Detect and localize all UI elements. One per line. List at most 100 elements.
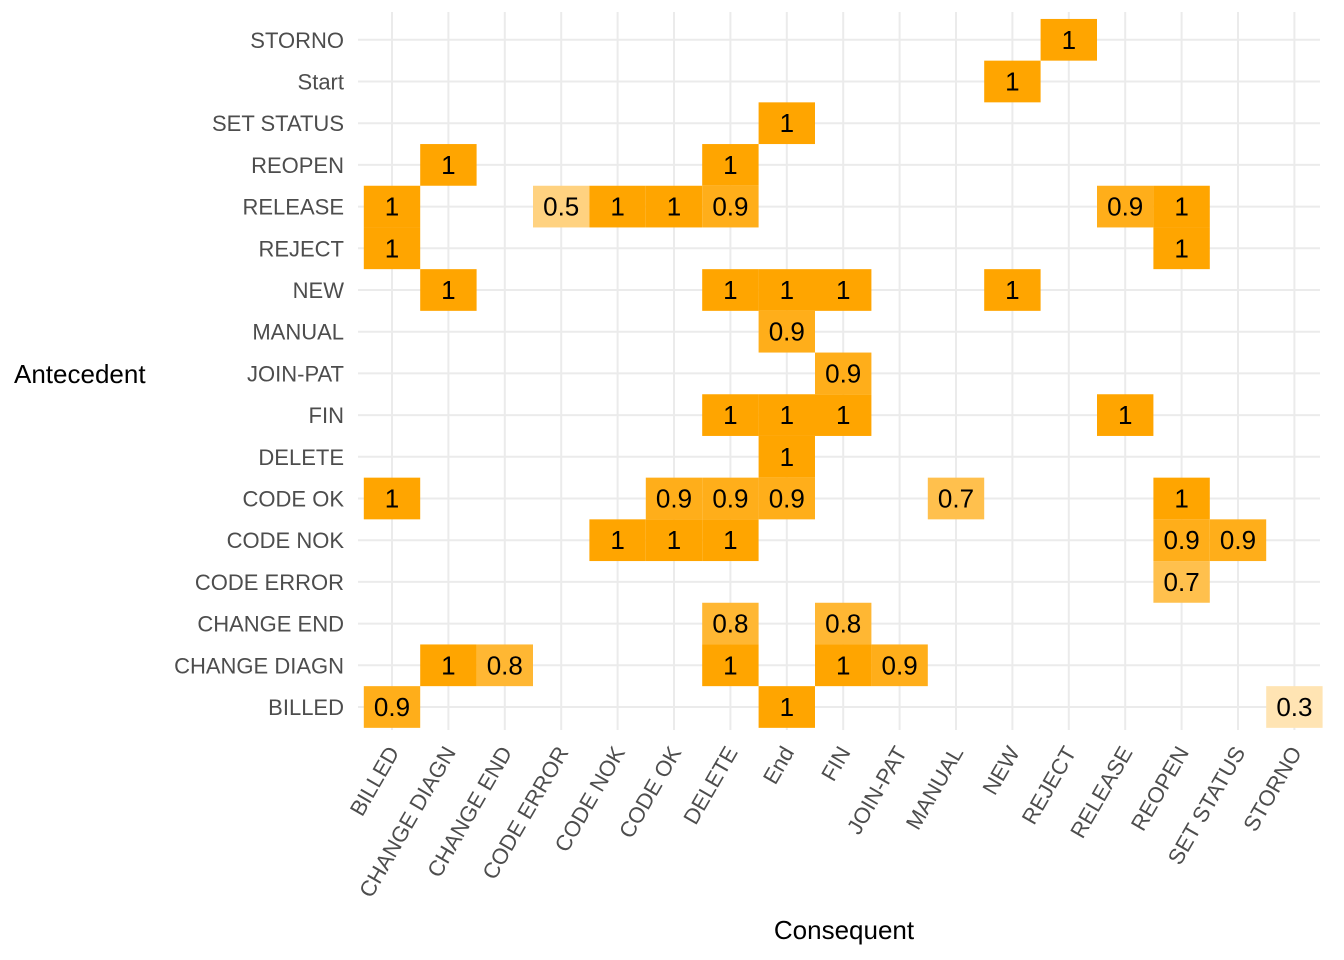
heatmap-cell — [589, 185, 646, 228]
heatmap-cell — [815, 644, 872, 687]
heatmap-cell — [533, 185, 590, 228]
heatmap-cell — [589, 519, 646, 562]
cell-value-label: 0.8 — [825, 609, 861, 639]
cell-value-label: 1 — [385, 192, 399, 222]
cell-value-label: 1 — [780, 692, 794, 722]
y-tick-label: CODE OK — [243, 487, 345, 512]
heatmap-cell — [1153, 185, 1210, 228]
cell-value-label: 1 — [780, 108, 794, 138]
heatmap-cell — [758, 477, 815, 520]
y-tick-label: FIN — [309, 403, 344, 428]
cell-value-label: 1 — [1174, 192, 1188, 222]
heatmap-cell — [1266, 686, 1323, 728]
heatmap-cell — [702, 477, 759, 520]
heatmap-cell — [645, 519, 703, 562]
heatmap-cell — [758, 686, 815, 728]
heatmap-cell — [984, 60, 1041, 103]
heatmap-cell — [363, 227, 421, 270]
x-tick-label: BILLED — [345, 742, 405, 820]
heatmap-cell — [702, 644, 759, 687]
cell-value-label: 0.9 — [656, 484, 692, 514]
heatmap-cell — [1097, 394, 1154, 436]
x-tick-label: NEW — [977, 742, 1024, 799]
heatmap-cell — [420, 644, 477, 687]
y-tick-label: REJECT — [258, 236, 344, 261]
heatmap-cell — [645, 477, 703, 520]
heatmap-cell — [702, 519, 759, 562]
heatmap-cell — [1153, 227, 1210, 270]
heatmap-cell — [702, 269, 759, 311]
cell-value-label: 1 — [385, 484, 399, 514]
heatmap-cell — [702, 602, 759, 645]
y-tick-label: NEW — [293, 278, 345, 303]
heatmap-cell — [758, 102, 815, 145]
cell-value-label: 1 — [723, 525, 737, 555]
heatmap-cell — [815, 602, 872, 645]
cell-value-label: 1 — [780, 442, 794, 472]
cell-value-label: 1 — [1005, 275, 1019, 305]
cell-value-label: 1 — [723, 400, 737, 430]
cell-value-label: 0.9 — [882, 650, 918, 680]
heatmap-cell — [1209, 519, 1267, 562]
cell-value-label: 0.7 — [938, 484, 974, 514]
heatmap-cell — [702, 185, 759, 228]
heatmap-cell — [363, 185, 421, 228]
x-axis-title: Consequent — [774, 915, 915, 945]
cell-value-label: 1 — [723, 150, 737, 180]
heatmap-cell — [758, 269, 815, 311]
heatmap-cell — [871, 644, 928, 687]
heatmap-cell — [476, 644, 533, 687]
heatmap-cell — [363, 686, 421, 728]
heatmap-cell — [1040, 18, 1097, 61]
cell-value-label: 0.8 — [487, 650, 523, 680]
y-tick-label: REOPEN — [251, 153, 344, 178]
cell-value-label: 1 — [780, 400, 794, 430]
y-tick-label: RELEASE — [243, 195, 345, 220]
cell-value-label: 1 — [667, 192, 681, 222]
cell-value-label: 0.5 — [543, 192, 579, 222]
heatmap-cell — [420, 269, 477, 311]
x-tick-label: End — [758, 742, 799, 788]
heatmap-cell — [420, 144, 477, 186]
heatmap-cell — [1153, 519, 1210, 562]
cell-layer: 1 1 1 1 1 1 0.5 1 1 0.9 0.9 1 1 1 1 1 1 1 1 0.9 0.9 1 1 1 1 1 1 0.9… — [363, 18, 1323, 728]
cell-value-label: 1 — [723, 650, 737, 680]
cell-value-label: 1 — [610, 525, 624, 555]
heatmap-cell — [645, 185, 703, 228]
cell-value-label: 1 — [723, 275, 737, 305]
cell-value-label: 1 — [385, 233, 399, 263]
y-tick-label: CHANGE END — [197, 612, 344, 637]
heatmap-cell — [815, 269, 872, 311]
cell-value-label: 0.3 — [1276, 692, 1312, 722]
heatmap-cell — [1153, 477, 1210, 520]
heatmap-cell — [758, 310, 815, 353]
y-tick-label: BILLED — [268, 695, 344, 720]
cell-value-label: 1 — [836, 275, 850, 305]
cell-value-label: 0.9 — [825, 358, 861, 388]
cell-value-label: 1 — [1118, 400, 1132, 430]
cell-value-label: 0.9 — [1220, 525, 1256, 555]
cell-value-label: 1 — [610, 192, 624, 222]
y-tick-label: SET STATUS — [212, 111, 344, 136]
cell-value-label: 0.9 — [1107, 192, 1143, 222]
cell-value-label: 1 — [836, 650, 850, 680]
heatmap-cell — [927, 477, 985, 520]
heatmap-cell — [1097, 185, 1154, 228]
y-tick-label: JOIN-PAT — [247, 361, 344, 386]
cell-value-label: 1 — [667, 525, 681, 555]
heatmap-cell — [1153, 561, 1210, 603]
cell-value-label: 0.9 — [374, 692, 410, 722]
heatmap-cell — [984, 269, 1041, 311]
y-tick-label: MANUAL — [252, 320, 344, 345]
heatmap-cell — [363, 477, 421, 520]
y-tick-label: DELETE — [258, 445, 344, 470]
cell-value-label: 1 — [441, 275, 455, 305]
heatmap-cell — [815, 394, 872, 436]
cell-value-label: 0.8 — [712, 609, 748, 639]
cell-value-label: 1 — [1174, 233, 1188, 263]
y-tick-label: Start — [298, 70, 344, 95]
cell-value-label: 1 — [1005, 67, 1019, 97]
cell-value-label: 0.9 — [712, 192, 748, 222]
